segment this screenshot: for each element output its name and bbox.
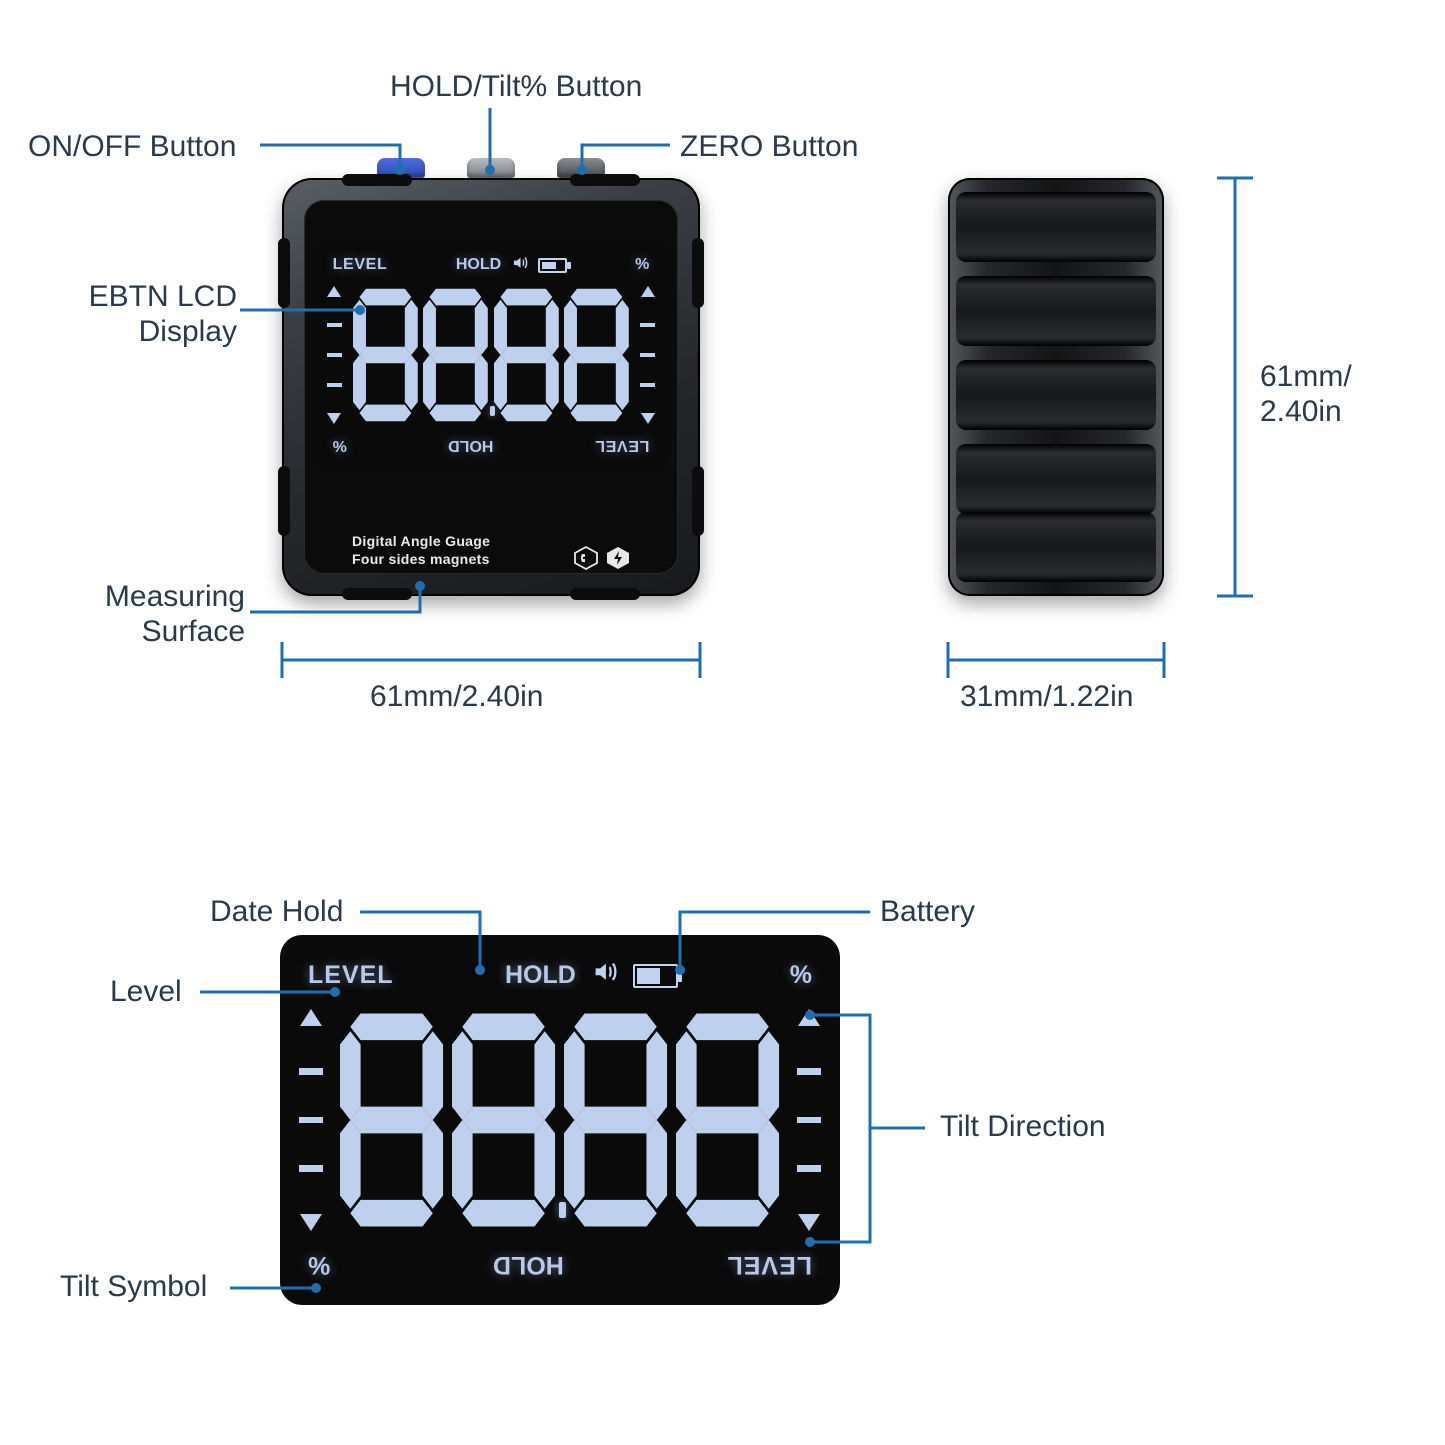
- arrow-down-icon: [300, 1214, 322, 1231]
- callout-tiltdir: Tilt Direction: [940, 1110, 1106, 1145]
- notch: [342, 588, 412, 600]
- sound-icon: [511, 254, 529, 277]
- lcd-level-top: LEVEL: [333, 256, 388, 274]
- notch: [570, 588, 640, 600]
- callout-level: Level: [110, 975, 182, 1010]
- tilt-dash: [299, 1068, 323, 1074]
- magnet-icon: [574, 546, 598, 570]
- lcd-hold-bot: HOLD: [448, 436, 493, 454]
- notch: [692, 238, 704, 308]
- arrow-down-icon: [798, 1214, 820, 1231]
- lcd-percent-bot: %: [308, 1250, 330, 1279]
- lcd-screen-detail: LEVEL HOLD %: [280, 935, 840, 1305]
- tilt-dash: [327, 353, 342, 357]
- lcd-screen-front: LEVEL HOLD %: [315, 240, 667, 470]
- notch: [570, 174, 640, 186]
- battery-icon: [633, 964, 678, 988]
- tilt-dash: [327, 323, 342, 327]
- notch: [692, 466, 704, 536]
- callout-datehold: Date Hold: [210, 895, 343, 930]
- side-rib: [956, 192, 1156, 262]
- callout-lcd: EBTN LCD Display: [42, 280, 237, 349]
- tilt-arrows-l: [294, 1009, 328, 1231]
- arrow-down-icon: [327, 413, 341, 424]
- tilt-dash: [327, 383, 342, 387]
- tilt-arrows-r: [792, 1009, 826, 1231]
- dim-front-w: 61mm/2.40in: [370, 680, 543, 715]
- battery-icon: [538, 258, 567, 273]
- lcd-digits: [336, 1009, 784, 1231]
- arrow-up-icon: [641, 286, 655, 297]
- digit: [564, 1009, 667, 1231]
- callout-battery: Battery: [880, 895, 975, 930]
- notch: [278, 466, 290, 536]
- sound-icon: [591, 958, 619, 993]
- tilt-dash: [797, 1117, 821, 1123]
- digit: [564, 286, 629, 424]
- tilt-arrows-l: [324, 286, 345, 424]
- digit: [340, 1009, 443, 1231]
- digit: [452, 1009, 555, 1231]
- notch: [342, 174, 412, 186]
- callout-tiltsym: Tilt Symbol: [60, 1270, 207, 1305]
- digit: [676, 1009, 779, 1231]
- digit: [494, 286, 559, 424]
- side-rib: [956, 512, 1156, 582]
- arrow-up-icon: [327, 286, 341, 297]
- tilt-dash: [797, 1165, 821, 1171]
- tilt-arrows-r: [637, 286, 658, 424]
- lcd-digits: [350, 286, 632, 424]
- lcd-percent-top: %: [790, 961, 812, 990]
- notch: [278, 238, 290, 308]
- tilt-dash: [299, 1165, 323, 1171]
- side-rib: [956, 444, 1156, 514]
- dim-side-w: 31mm/1.22in: [960, 680, 1133, 715]
- product-line1: Digital Angle Guage: [352, 532, 490, 550]
- lcd-hold-top: HOLD: [505, 961, 576, 990]
- arrow-up-icon: [300, 1009, 322, 1026]
- digit: [423, 286, 488, 424]
- product-label: Digital Angle Guage Four sides magnets: [352, 532, 490, 568]
- lcd-level-top: LEVEL: [308, 961, 394, 990]
- bolt-icon: [606, 546, 630, 570]
- badge-row: [574, 546, 630, 570]
- hold-tilt-button[interactable]: [467, 158, 515, 178]
- product-line2: Four sides magnets: [352, 550, 490, 568]
- lcd-hold-top: HOLD: [456, 256, 501, 274]
- dim-side-h: 61mm/ 2.40in: [1260, 360, 1352, 429]
- lcd-percent-bot: %: [333, 436, 347, 454]
- digit: [353, 286, 418, 424]
- tilt-dash: [640, 353, 655, 357]
- tilt-dash: [640, 323, 655, 327]
- tilt-dash: [797, 1068, 821, 1074]
- callout-hold: HOLD/Tilt% Button: [390, 70, 642, 105]
- lcd-level-bot: LEVEL: [595, 436, 650, 454]
- tilt-dash: [299, 1117, 323, 1123]
- arrow-down-icon: [641, 413, 655, 424]
- callout-onoff: ON/OFF Button: [28, 130, 236, 165]
- arrow-up-icon: [798, 1009, 820, 1026]
- side-rib: [956, 276, 1156, 346]
- lcd-percent-top: %: [635, 256, 649, 274]
- tilt-dash: [640, 383, 655, 387]
- lcd-hold-bot: HOLD: [493, 1250, 564, 1279]
- lcd-level-bot: LEVEL: [726, 1250, 812, 1279]
- device-side: [948, 178, 1164, 596]
- callout-zero: ZERO Button: [680, 130, 858, 165]
- callout-surface: Measuring Surface: [50, 580, 245, 649]
- side-rib: [956, 360, 1156, 430]
